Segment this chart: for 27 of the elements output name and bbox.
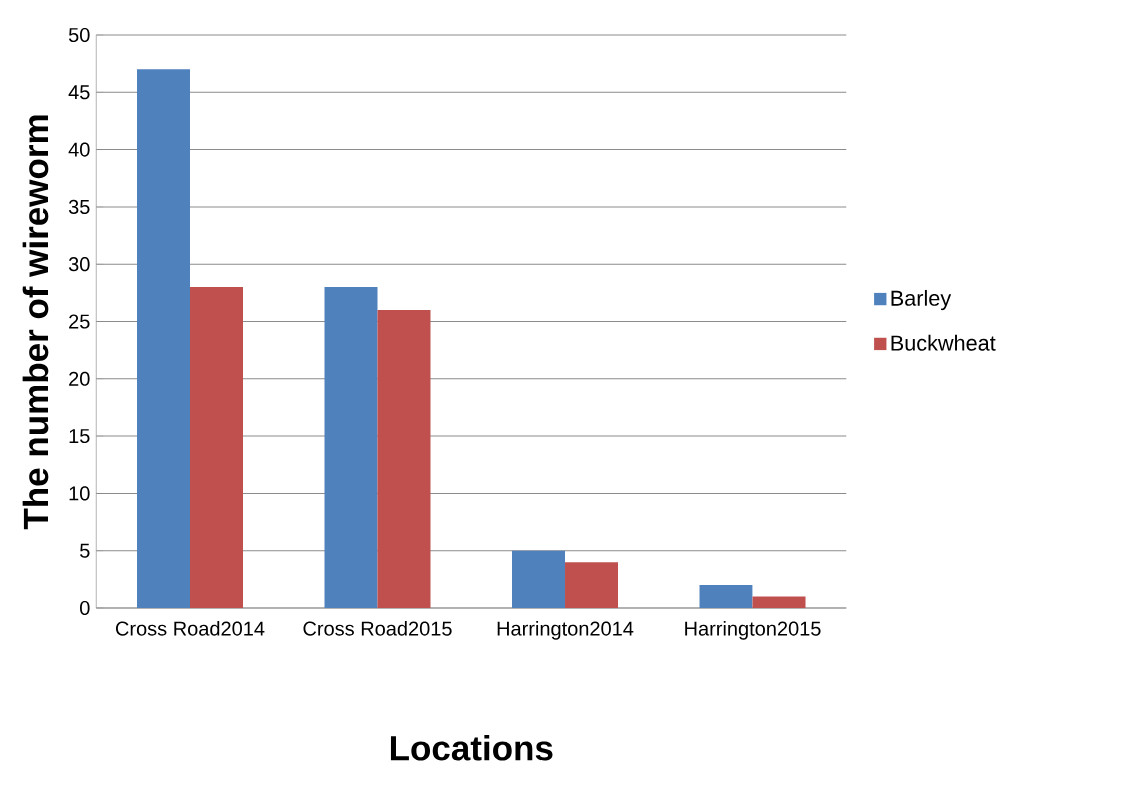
y-tick-label: 45 — [68, 85, 90, 100]
y-axis-title: The number of wireworm — [22, 115, 49, 530]
y-tick-label: 35 — [68, 199, 90, 214]
legend-label: Barley — [891, 289, 952, 311]
x-tick-label: Harrington2014 — [497, 621, 634, 640]
y-tick-label: 30 — [68, 257, 90, 272]
bar — [699, 585, 753, 608]
bar — [324, 287, 378, 608]
bar — [565, 562, 619, 608]
legend-label: Buckwheat — [891, 334, 996, 351]
y-tick-label: 10 — [69, 486, 90, 501]
x-axis-title: Locations — [390, 734, 553, 761]
x-tick-label: Cross Road2015 — [303, 621, 452, 636]
y-tick-label: 25 — [69, 314, 90, 329]
x-tick-label: Harrington2015 — [685, 621, 821, 640]
y-tick-label: 15 — [69, 429, 90, 444]
y-tick-label: 50 — [68, 27, 90, 43]
y-tick-label: 0 — [80, 600, 90, 616]
x-tick-label: Cross Road2014 — [115, 621, 265, 636]
bar — [377, 310, 431, 608]
bar — [752, 596, 806, 608]
y-tick-label: 5 — [80, 543, 90, 558]
y-tick-label: 40 — [68, 142, 90, 157]
bar — [190, 287, 244, 608]
bar — [137, 69, 190, 608]
y-tick-label: 20 — [69, 371, 90, 386]
bar — [512, 550, 566, 608]
